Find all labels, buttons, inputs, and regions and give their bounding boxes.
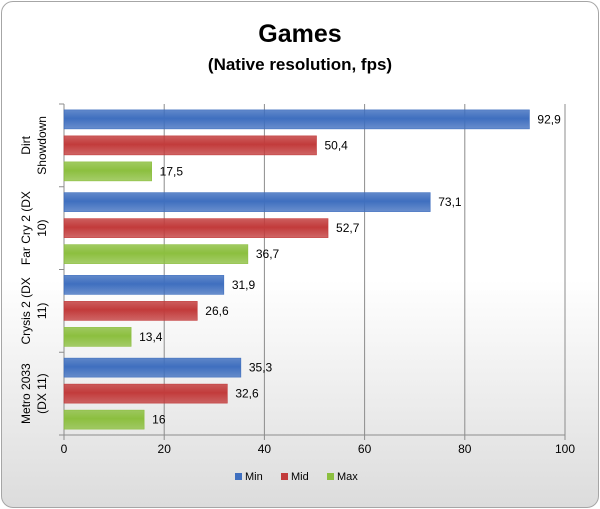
data-label: 36,7 (256, 247, 280, 261)
data-label: 26,6 (205, 304, 229, 318)
legend-label: Mid (291, 471, 309, 483)
legend-swatch (235, 473, 242, 480)
data-label: 31,9 (232, 278, 256, 292)
x-tick-label: 100 (555, 442, 575, 456)
bar (63, 327, 132, 347)
x-tick-label: 40 (258, 442, 272, 456)
data-label: 17,5 (160, 164, 184, 178)
data-label: 92,9 (537, 112, 561, 126)
legend-label: Max (337, 471, 358, 483)
legend-label: Min (245, 471, 263, 483)
x-tick-label: 60 (358, 442, 372, 456)
data-label: 52,7 (336, 221, 360, 235)
y-category-label-line: 10) (35, 219, 49, 236)
y-category-label-line: Showdown (35, 116, 49, 175)
data-label: 35,3 (249, 361, 273, 375)
legend-swatch (281, 473, 288, 480)
bar (63, 161, 152, 182)
data-label: 50,4 (325, 138, 349, 152)
data-label: 16 (152, 413, 166, 427)
y-category-label-line: Metro 2033 (19, 363, 33, 424)
x-tick-label: 20 (158, 442, 172, 456)
y-category-label-line: 11) (35, 303, 49, 319)
bar (63, 275, 225, 295)
data-label: 73,1 (438, 195, 462, 209)
bar (63, 409, 145, 430)
y-category-label: Metro 2033 (DX 11) (19, 363, 49, 424)
data-label: 32,6 (235, 387, 259, 401)
y-category-label: Crysis 2 (DX 11) (19, 277, 49, 344)
y-category-label-line: Dirt (19, 135, 33, 154)
y-category-label: Far Cry 2 (DX 10) (19, 191, 49, 265)
bar (63, 357, 242, 378)
y-category-label-line: Far Cry 2 (DX (19, 191, 33, 265)
y-category-label: Dirt Showdown (19, 116, 49, 175)
bar (63, 383, 228, 404)
bar (63, 192, 431, 212)
x-tick-label: 80 (458, 442, 472, 456)
bar (63, 109, 530, 130)
bar (63, 218, 329, 238)
bar (63, 244, 249, 264)
chart-subtitle: (Native resolution, fps) (207, 55, 393, 74)
y-category-label-line: (DX 11) (35, 373, 49, 413)
bar (63, 301, 198, 321)
data-label: 13,4 (139, 330, 163, 344)
chart-title: Games (258, 20, 342, 48)
legend-swatch (327, 473, 334, 480)
x-tick-label: 0 (61, 442, 68, 456)
y-category-label-line: Crysis 2 (DX (19, 277, 33, 344)
bar (63, 135, 317, 156)
